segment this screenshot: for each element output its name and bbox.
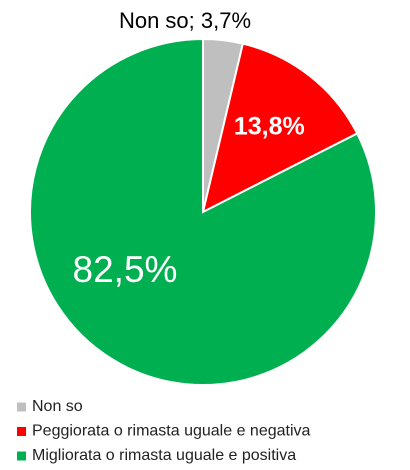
pie-slice	[29, 37, 377, 386]
data-label: 82,5%	[73, 249, 178, 290]
legend-swatch	[17, 402, 26, 412]
data-label: Non so; 3,7%	[119, 8, 251, 33]
legend-label: Non so	[32, 398, 83, 415]
pie-slice	[201, 42, 359, 214]
legend-swatch	[17, 451, 26, 461]
legend-label: Migliorata o rimasta uguale e positiva	[32, 447, 296, 464]
legend-swatch	[17, 427, 26, 436]
data-label: 13,8%	[234, 112, 305, 140]
legend-label: Peggiorata o rimasta uguale e negativa	[32, 423, 311, 440]
